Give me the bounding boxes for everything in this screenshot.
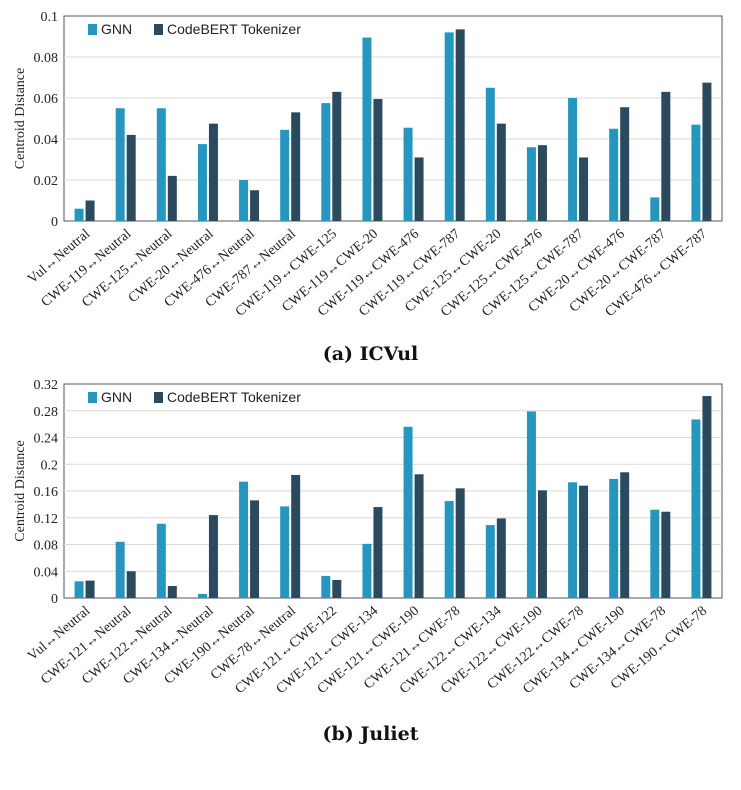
bar-gnn [650, 197, 660, 221]
bar-gnn [74, 581, 84, 598]
legend-swatch-gnn [88, 24, 97, 35]
bar-codebert [126, 571, 136, 598]
bar-codebert [291, 474, 301, 598]
bar-codebert [496, 123, 506, 221]
y-tick-label: 0.32 [34, 378, 59, 393]
y-tick-label: 0.04 [34, 565, 59, 580]
caption-icvul: (a) ICVul [322, 343, 419, 365]
bar-gnn [115, 108, 125, 221]
bar-codebert [579, 485, 589, 598]
bar-codebert [455, 29, 465, 222]
bar-gnn [485, 87, 495, 221]
bar-codebert [208, 123, 218, 221]
bar-codebert [167, 175, 177, 221]
legend-label-gnn: GNN [101, 389, 132, 405]
y-tick-label: 0 [51, 215, 58, 230]
bar-codebert [579, 157, 589, 221]
y-tick-label: 0.2 [41, 458, 59, 473]
bar-codebert [702, 82, 712, 221]
bar-codebert [455, 488, 465, 598]
bar-codebert [620, 472, 630, 598]
legend-label-gnn: GNN [101, 21, 132, 37]
bar-gnn [568, 98, 578, 221]
y-tick-label: 0.06 [34, 92, 59, 107]
bar-gnn [362, 37, 372, 222]
bar-codebert [496, 518, 506, 598]
y-tick-label: 0.16 [34, 485, 59, 500]
y-tick-label: 0.12 [34, 512, 59, 527]
bar-codebert [702, 396, 712, 598]
bar-codebert [167, 585, 177, 598]
bar-gnn [280, 129, 290, 221]
bar-codebert [620, 107, 630, 221]
chart-juliet: 0 0.04 0.08 0.12 0.16 0.2 0.24 0.28 0.32 Centroid… [13, 378, 723, 697]
legend-label-codebert: CodeBERT Tokenizer [167, 389, 301, 405]
bar-gnn [115, 541, 125, 598]
bar-gnn [403, 127, 413, 221]
bar-codebert [291, 112, 301, 221]
y-tick-label: 0 [51, 592, 58, 607]
bar-codebert [537, 145, 547, 221]
bar-codebert [537, 490, 547, 598]
y-axis-label: Centroid Distance [13, 68, 28, 169]
bar-gnn [74, 208, 84, 221]
bar-gnn [197, 144, 207, 221]
bar-gnn [156, 108, 166, 221]
bar-codebert [414, 157, 424, 221]
bar-gnn [362, 543, 372, 598]
y-axis-label: Centroid Distance [13, 440, 28, 541]
bar-gnn [321, 103, 331, 221]
bar-codebert [414, 474, 424, 598]
bar-codebert [85, 580, 95, 598]
bar-codebert [208, 515, 218, 598]
bar-codebert [332, 579, 342, 598]
bar-gnn [485, 525, 495, 598]
legend-swatch-codebert [154, 24, 163, 35]
y-tick-label: 0.24 [34, 432, 59, 447]
bar-codebert [250, 190, 260, 221]
y-tick-label: 0.08 [34, 51, 59, 66]
bar-gnn [526, 411, 536, 598]
bar-codebert [661, 91, 671, 221]
y-tick-label: 0.04 [34, 133, 59, 148]
y-tick-label: 0.1 [41, 10, 59, 25]
bar-gnn [321, 575, 331, 598]
legend-label-codebert: CodeBERT Tokenizer [167, 21, 301, 37]
bar-codebert [332, 91, 342, 221]
bar-gnn [568, 482, 578, 598]
caption-juliet: (b) Juliet [322, 723, 419, 745]
bar-codebert [373, 99, 383, 221]
y-tick-label: 0.02 [34, 174, 59, 189]
bar-gnn [650, 509, 660, 598]
bar-gnn [444, 501, 454, 598]
bar-gnn [444, 32, 454, 222]
plot-frame [63, 15, 723, 222]
bar-gnn [691, 419, 701, 598]
legend-swatch-gnn [88, 392, 97, 403]
bar-gnn [526, 147, 536, 221]
bar-gnn [609, 128, 619, 221]
bar-codebert [373, 507, 383, 598]
y-tick-label: 0.28 [34, 405, 59, 420]
bar-codebert [85, 200, 95, 221]
y-tick-label: 0.08 [34, 539, 59, 554]
bar-gnn [691, 124, 701, 221]
bar-gnn [403, 426, 413, 598]
bar-gnn [239, 481, 249, 598]
bar-codebert [126, 134, 136, 221]
bar-gnn [156, 523, 166, 598]
bar-codebert [661, 511, 671, 598]
bar-gnn [197, 593, 207, 598]
bar-codebert [250, 500, 260, 598]
bar-gnn [239, 180, 249, 221]
bar-gnn [280, 506, 290, 598]
legend-swatch-codebert [154, 392, 163, 403]
bar-gnn [609, 478, 619, 598]
